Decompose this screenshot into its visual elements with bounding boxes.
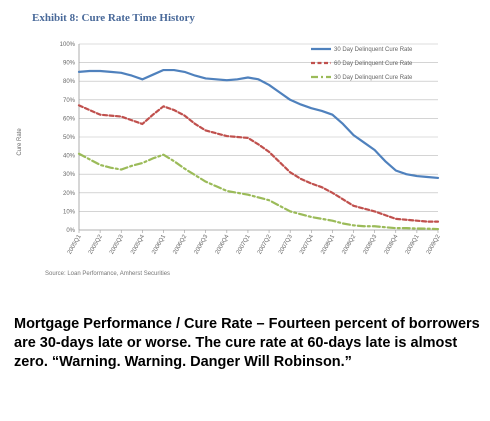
x-tick-label: 2005Q1 — [67, 233, 83, 255]
x-tick-label: 2006Q3 — [194, 233, 210, 255]
series-line-1 — [77, 68, 440, 180]
chart-title: Exhibit 8: Cure Rate Time History — [32, 12, 195, 24]
x-tick-label: 2006Q2 — [172, 233, 188, 255]
x-axis-ticks: 2005Q1 2005Q2 2005Q3 2005Q4 2006Q1 2006Q2 2006… — [67, 230, 442, 255]
legend-label: 60 Day Delinquent Cure Rate — [334, 61, 413, 67]
x-tick-label: 2007Q2 — [257, 233, 273, 255]
x-tick-label: 2007Q1 — [236, 233, 252, 255]
x-tick-label: 2009Q1 — [405, 233, 421, 255]
y-tick-label: 100% — [60, 42, 76, 48]
y-axis-ticks: 0% 10% 20% 30% 40% 50% 60% 70% 80% 90% 100% — [60, 42, 76, 234]
legend-label: 30 Day Delinquent Cure Rate — [334, 47, 413, 53]
series-line-2 — [77, 104, 440, 223]
source-note: Source: Loan Performance, Amherst Securi… — [45, 271, 171, 277]
caption-text: Mortgage Performance / Cure Rate – Fourt… — [14, 316, 480, 370]
y-tick-label: 0% — [66, 228, 75, 234]
y-tick-label: 40% — [63, 154, 76, 160]
series-lines — [77, 68, 440, 231]
x-tick-label: 2008Q1 — [320, 233, 336, 255]
y-axis-label: Cure Rate — [17, 128, 23, 156]
x-tick-label: 2008Q3 — [363, 233, 379, 255]
legend: 30 Day Delinquent Cure Rate 60 Day Delinq… — [311, 47, 413, 81]
series-line-3 — [77, 152, 440, 231]
y-tick-label: 80% — [63, 79, 76, 85]
x-tick-label: 2009Q2 — [426, 233, 442, 255]
y-tick-label: 70% — [63, 98, 76, 104]
y-tick-label: 20% — [63, 191, 76, 197]
x-tick-label: 2008Q4 — [384, 233, 400, 255]
legend-label: 30 Day Delinquent Cure Rate — [334, 75, 413, 81]
y-tick-label: 30% — [63, 172, 76, 178]
y-tick-label: 50% — [63, 135, 76, 141]
x-tick-label: 2005Q2 — [88, 233, 104, 255]
gridlines — [78, 43, 438, 231]
cure-rate-chart: 0% 10% 20% 30% 40% 50% 60% 70% 80% 90% 100% 2005Q1… — [17, 42, 442, 255]
x-tick-label: 2006Q4 — [215, 233, 231, 255]
x-tick-label: 2007Q3 — [278, 233, 294, 255]
y-tick-label: 60% — [63, 116, 76, 122]
y-tick-label: 90% — [63, 61, 76, 67]
x-tick-label: 2005Q4 — [130, 233, 146, 255]
x-tick-label: 2008Q2 — [341, 233, 357, 255]
x-tick-label: 2007Q4 — [299, 233, 315, 255]
x-tick-label: 2006Q1 — [151, 233, 167, 255]
y-tick-label: 10% — [63, 209, 76, 215]
x-tick-label: 2005Q3 — [109, 233, 125, 255]
